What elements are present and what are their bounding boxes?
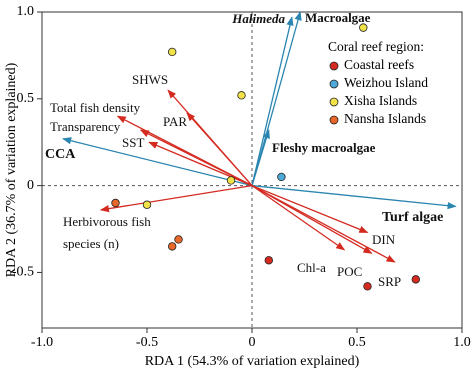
point — [237, 91, 246, 100]
x-tick-label: 0.5 — [348, 335, 366, 350]
vector-label: SST — [122, 135, 145, 150]
vector-arrow — [251, 185, 346, 251]
point — [277, 172, 286, 182]
vector-label: Transparency — [50, 119, 121, 134]
point — [264, 256, 273, 265]
vector-arrow — [99, 184, 253, 213]
x-tick-label: 0 — [249, 335, 256, 350]
vector-label: Chl-a — [297, 260, 326, 275]
vector-arrow — [251, 11, 302, 186]
legend-swatch — [329, 61, 339, 71]
point — [359, 23, 368, 32]
vector-label: Total fish density — [50, 100, 141, 115]
point — [363, 282, 372, 291]
point — [167, 242, 177, 251]
legend-swatch — [329, 97, 339, 107]
x-tick-label: 1.0 — [453, 335, 471, 350]
y-tick-label: 0 — [27, 178, 34, 193]
vector-label: SRP — [378, 274, 402, 289]
vector-arrow — [251, 16, 294, 186]
y-tick-label: 0.5 — [17, 91, 35, 106]
x-tick-label: -0.5 — [136, 335, 158, 350]
vector-arrow — [251, 185, 396, 263]
vector-arrow — [251, 185, 369, 234]
legend-label: Weizhou Island — [344, 75, 428, 90]
vector-arrow — [186, 112, 253, 187]
vector-label: POC — [337, 264, 363, 279]
y-axis-title: RDA 2 (36.7% of variation explained) — [4, 62, 19, 277]
vector-arrow — [62, 137, 253, 187]
vector-arrow — [251, 129, 270, 186]
x-axis-title: RDA 1 (54.3% of variation explained) — [145, 354, 360, 369]
point — [111, 198, 120, 208]
vector-arrow — [251, 184, 457, 210]
vector-label: DIN — [372, 232, 396, 247]
legend-label: Xisha Islands — [344, 93, 417, 108]
legend-swatch — [329, 79, 339, 89]
point — [142, 200, 152, 209]
vector-arrow — [148, 141, 253, 187]
legend-title: Coral reef region: — [328, 39, 424, 54]
vector-arrow — [139, 129, 253, 187]
point — [411, 275, 420, 284]
vector-label: SHWS — [132, 72, 169, 87]
point — [226, 176, 236, 185]
vector-label: Herbivorous fish species (n) — [63, 214, 151, 251]
vector-label: CCA — [45, 147, 76, 162]
point — [167, 47, 177, 57]
y-tick-label: -0.5 — [12, 265, 34, 280]
legend-label: Coastal reefs — [344, 57, 414, 72]
vector-label: PAR — [163, 114, 188, 129]
legend-label: Nansha Islands — [344, 111, 426, 126]
legend-swatch — [329, 115, 339, 125]
vector-label: Turf algae — [382, 210, 444, 225]
x-tick-label: -1.0 — [31, 335, 53, 350]
vector-label: Halimeda — [232, 11, 285, 26]
vector-label: Fleshy macroalgae — [272, 140, 376, 155]
y-tick-label: 1.0 — [17, 4, 35, 19]
point — [174, 235, 183, 244]
vector-label: Macroalgae — [305, 10, 371, 25]
